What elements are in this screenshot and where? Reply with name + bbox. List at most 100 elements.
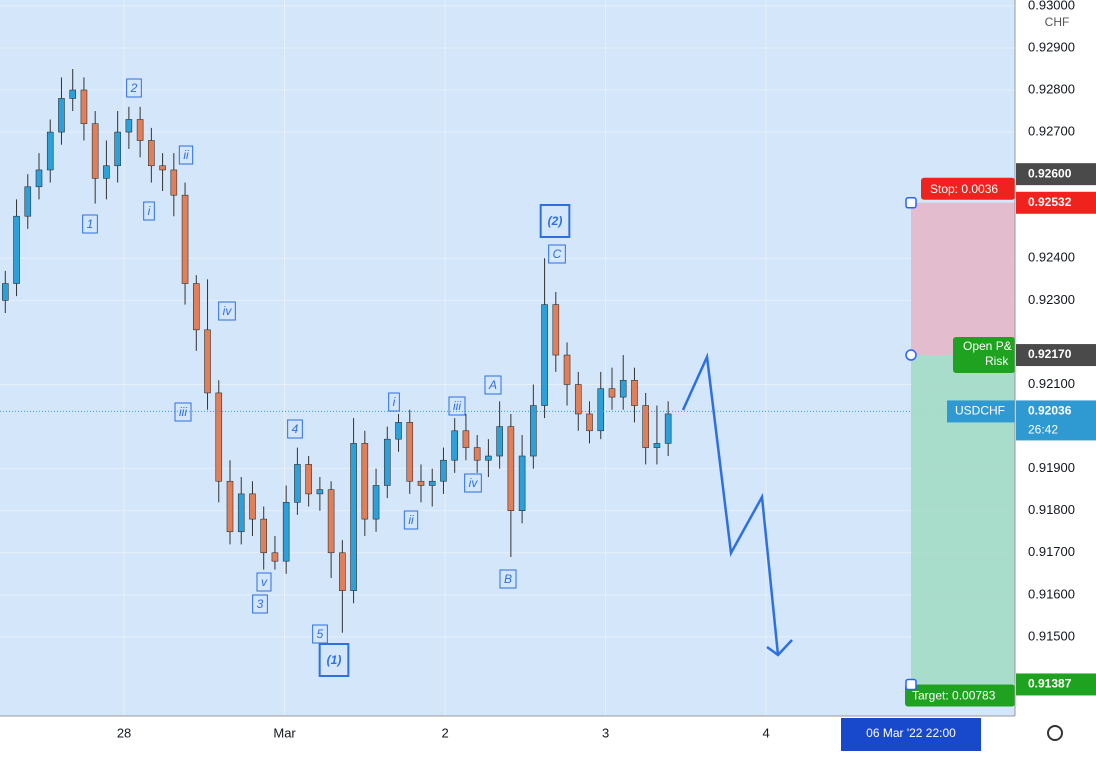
candle-body bbox=[181, 194, 189, 284]
stop-price: 0.92532 bbox=[1028, 195, 1072, 209]
risk-label: Risk bbox=[985, 354, 1009, 368]
candle-body bbox=[653, 443, 661, 448]
candle-body bbox=[574, 384, 582, 415]
wave-label: 4 bbox=[292, 422, 299, 436]
wave-label: (1) bbox=[327, 653, 342, 667]
wave-label: B bbox=[504, 572, 512, 586]
wave-label-box bbox=[388, 392, 400, 412]
candle-body bbox=[114, 131, 121, 167]
candle-body bbox=[13, 215, 20, 284]
wave-label-box bbox=[218, 301, 236, 321]
projection-line bbox=[681, 352, 780, 656]
candle-body bbox=[383, 438, 391, 486]
candle-body bbox=[451, 430, 458, 461]
y-tick-label: 0.92100 bbox=[1028, 376, 1075, 391]
candle-body bbox=[237, 493, 245, 533]
y-tick-label: 0.91800 bbox=[1028, 502, 1075, 517]
wave-label: C bbox=[553, 247, 562, 261]
candle-body bbox=[372, 485, 380, 520]
candle-body bbox=[260, 518, 268, 554]
wave-label: v bbox=[261, 575, 268, 589]
position-handle[interactable] bbox=[905, 678, 917, 691]
wave-label-box bbox=[403, 510, 419, 530]
candle-body bbox=[339, 552, 346, 591]
y-tick-label: 0.92900 bbox=[1028, 39, 1075, 54]
candle-body bbox=[305, 464, 312, 495]
entry-price: 0.92170 bbox=[1028, 347, 1072, 361]
candle-body bbox=[215, 392, 223, 482]
candle-body bbox=[485, 455, 492, 461]
candle-body bbox=[24, 186, 32, 217]
candle-body bbox=[69, 89, 77, 99]
candle-body bbox=[136, 119, 144, 141]
settings-icon[interactable] bbox=[1047, 725, 1063, 741]
wave-label: 5 bbox=[317, 627, 324, 641]
candle-body bbox=[597, 388, 605, 432]
wave-label-box bbox=[126, 78, 142, 98]
candle-body bbox=[608, 388, 616, 398]
x-tick-label: 4 bbox=[762, 725, 769, 740]
price-axis bbox=[1015, 0, 1096, 753]
position-handle[interactable] bbox=[905, 349, 917, 361]
wave-label-box bbox=[287, 419, 303, 439]
entry-price-bg bbox=[1016, 344, 1096, 367]
target-price-bg bbox=[1016, 673, 1096, 696]
wave-label-box bbox=[539, 204, 571, 238]
wave-label: i bbox=[148, 204, 151, 218]
stop-label-bg bbox=[921, 177, 1015, 200]
candle-body bbox=[473, 447, 481, 461]
candle-body bbox=[631, 379, 638, 406]
last-price-bg bbox=[1016, 400, 1096, 441]
crosshair-price-bg bbox=[1016, 163, 1096, 186]
target-label-bg bbox=[905, 684, 1015, 707]
candle-body bbox=[148, 140, 155, 167]
y-tick-label: 0.92300 bbox=[1028, 292, 1075, 307]
wave-label-box bbox=[174, 402, 192, 422]
candle-body bbox=[46, 131, 54, 171]
target-price: 0.91387 bbox=[1028, 677, 1072, 691]
x-tick-label: 3 bbox=[602, 725, 609, 740]
candle-body bbox=[125, 119, 133, 133]
candle-body bbox=[170, 169, 178, 196]
candle-body bbox=[406, 422, 414, 482]
candle-body bbox=[159, 165, 166, 171]
countdown: 26:42 bbox=[1028, 423, 1058, 437]
crosshair-price: 0.92600 bbox=[1028, 166, 1072, 180]
open-label: Open P& bbox=[963, 339, 1012, 353]
wave-label: 3 bbox=[257, 597, 264, 611]
candle-body bbox=[462, 430, 470, 448]
stop-label: Stop: 0.0036 bbox=[930, 182, 998, 196]
candle-body bbox=[664, 413, 672, 444]
y-tick-label: 0.92800 bbox=[1028, 81, 1075, 96]
candle-body bbox=[563, 354, 571, 385]
wave-label: ii bbox=[183, 148, 189, 162]
candle-body bbox=[518, 455, 526, 512]
symbol-label: USDCHF bbox=[955, 404, 1005, 418]
wave-label-box bbox=[82, 214, 98, 234]
stop-price-bg bbox=[1016, 191, 1096, 214]
y-tick-label: 0.93000 bbox=[1028, 0, 1075, 12]
candle-body bbox=[327, 489, 335, 554]
candle-body bbox=[316, 489, 324, 495]
candle-body bbox=[440, 459, 447, 482]
candle-body bbox=[249, 493, 256, 520]
wave-label-box bbox=[484, 375, 502, 395]
candle-body bbox=[58, 98, 65, 133]
candle-body bbox=[226, 480, 234, 533]
position-handle[interactable] bbox=[905, 197, 917, 209]
crosshair-time-bg bbox=[841, 718, 981, 751]
plot-background bbox=[0, 0, 1015, 716]
candle-body bbox=[271, 552, 279, 562]
candle-body bbox=[192, 283, 200, 331]
wave-label-box bbox=[318, 643, 350, 677]
candle-body bbox=[361, 443, 369, 520]
candle-body bbox=[586, 413, 593, 432]
candle-body bbox=[35, 169, 43, 188]
wave-label-box bbox=[178, 145, 194, 165]
wave-label: iii bbox=[179, 405, 187, 419]
target-label: Target: 0.00783 bbox=[912, 689, 996, 703]
wave-label-box bbox=[143, 201, 155, 221]
wave-label: 2 bbox=[130, 81, 138, 95]
wave-label: (2) bbox=[548, 214, 563, 228]
wave-label-box bbox=[499, 569, 517, 589]
